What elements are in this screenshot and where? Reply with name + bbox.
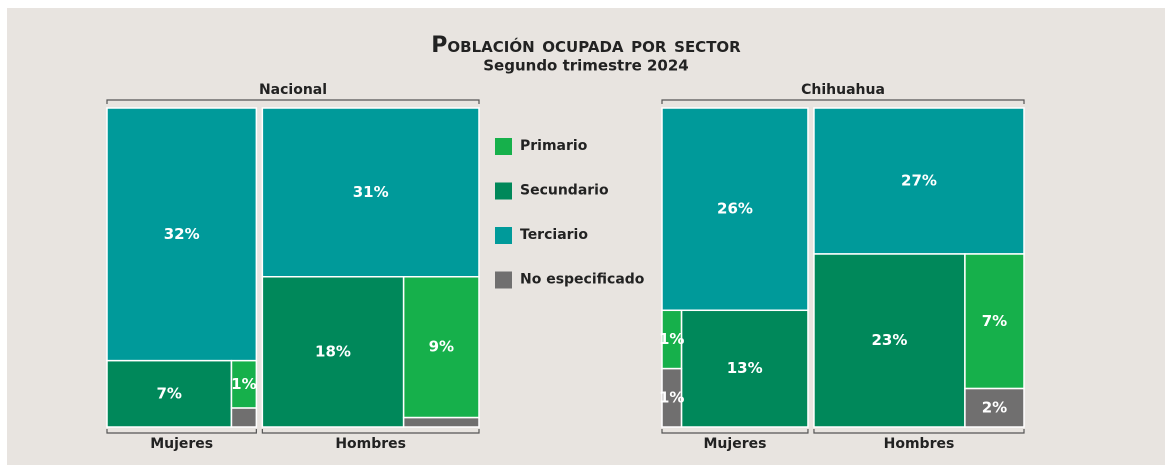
legend-label: Primario [520,138,588,154]
cell [106,107,258,362]
data-label: 1% [659,330,684,348]
bracket [106,429,257,434]
data-label: 31% [353,183,389,201]
category-label: Hombres [884,436,955,452]
bracket [661,99,1025,104]
cell [106,359,233,428]
data-label: 1% [231,375,256,393]
bracket [813,429,1025,434]
category-label: Mujeres [704,436,767,452]
cell [661,367,683,428]
panel-title: Chihuahua [801,82,885,98]
legend-label: Terciario [520,227,588,243]
legend-label: Secundario [520,183,609,199]
chart-subtitle: Segundo trimestre 2024 [483,57,689,75]
category-label: Mujeres [150,436,213,452]
category-label: Hombres [335,436,406,452]
cell [964,253,1025,390]
bracket [661,429,809,434]
data-label: 1% [659,388,684,406]
cell [230,407,258,428]
data-label: 2% [982,398,1007,416]
cell [661,107,809,312]
cell [230,359,258,409]
legend-swatch [495,138,512,155]
data-label: 32% [164,225,200,243]
legend-swatch [495,271,512,289]
bracket [261,429,480,434]
cell [813,253,966,428]
data-label: 27% [901,171,937,189]
legend-label: No especificado [520,272,645,288]
cell [261,107,480,278]
cell [680,309,809,428]
data-label: 18% [315,342,351,360]
chart-title: Población ocupada por sector [431,33,741,58]
cell [813,107,1025,255]
cell [964,387,1025,428]
legend-swatch [495,182,512,200]
data-label: 7% [156,384,181,402]
data-label: 23% [871,331,907,349]
data-label: 26% [717,200,753,218]
data-label: 7% [982,312,1007,330]
panel-title: Nacional [259,82,327,98]
data-label: 13% [727,359,763,377]
cell [402,276,480,419]
bracket [106,99,480,104]
legend-swatch [495,227,512,244]
cell [402,416,480,428]
data-label: 9% [429,338,454,356]
cell [261,276,405,428]
